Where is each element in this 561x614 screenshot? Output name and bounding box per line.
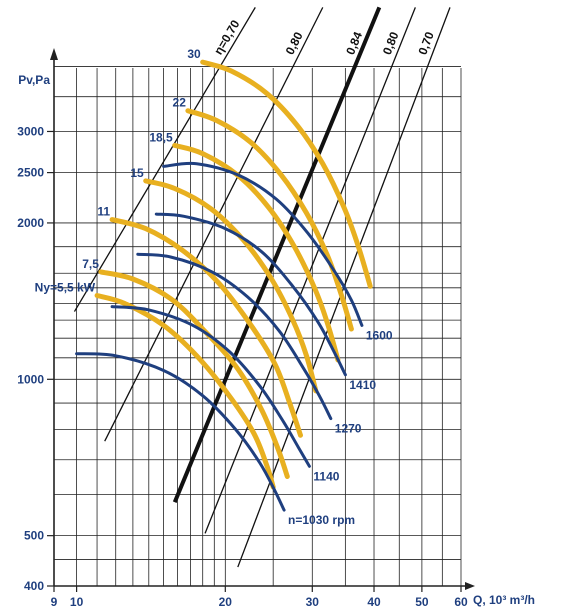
speed-curve-label: 1270 [335, 422, 362, 436]
y-tick-label: 1000 [17, 372, 44, 386]
power-curves [94, 59, 373, 490]
speed-curve-label: 1140 [313, 469, 339, 483]
power-curve-label: 22 [173, 96, 187, 110]
power-curve-label: 11 [97, 205, 110, 219]
speed-curve [110, 305, 311, 468]
power-curve-label: 18,5 [149, 130, 173, 144]
y-axis-title: Pv,Pa [18, 73, 50, 87]
efficiency-line [172, 6, 382, 503]
grid [53, 66, 462, 587]
y-axis-arrow [50, 48, 58, 60]
x-tick-label: 40 [367, 595, 381, 609]
y-tick-label: 2500 [17, 166, 44, 180]
power-curve-label: 15 [130, 166, 144, 180]
efficiency-line [204, 7, 416, 534]
speed-curve-label: 1410 [349, 378, 376, 392]
power-curve-label: 30 [187, 47, 201, 61]
x-tick-label: 60 [454, 595, 468, 609]
x-tick-label: 30 [306, 595, 320, 609]
efficiency-label: 0,80 [380, 29, 402, 56]
efficiency-label: 0,70 [415, 30, 436, 57]
power-curve-label: Ny=5,5 kW [35, 280, 96, 294]
y-tick-label: 400 [24, 579, 44, 593]
power-curve [185, 108, 354, 332]
power-curve [143, 178, 319, 394]
speed-curves [75, 161, 364, 512]
x-tick-label: 50 [415, 595, 429, 609]
x-axis-title: Q, 10³ m³/h [473, 593, 535, 607]
axes: 400 500 1000 2000 2500 3000 9 10 20 30 40 50 60 Pv,Pa… [17, 48, 535, 609]
speed-curve-label: n=1030 rpm [288, 513, 355, 527]
x-tick-label: 10 [70, 595, 84, 609]
power-curve-label: 7,5 [82, 257, 99, 271]
speed-curve [136, 252, 333, 421]
speed-curve [162, 161, 364, 327]
power-curve [98, 269, 290, 479]
y-tick-label: 2000 [17, 216, 44, 230]
speed-curve [154, 212, 347, 377]
power-curve [172, 142, 341, 363]
x-axis-arrow [465, 582, 475, 590]
y-tick-label: 3000 [17, 124, 44, 138]
power-curve [109, 217, 303, 438]
speed-curve [75, 352, 286, 512]
speed-curve-label: 1600 [366, 328, 393, 342]
efficiency-label: 0,80 [283, 29, 306, 56]
x-tick-label: 9 [51, 595, 58, 609]
x-tick-label: 20 [219, 595, 233, 609]
power-curve [200, 59, 373, 289]
y-tick-label: 500 [24, 529, 44, 543]
efficiency-line [73, 7, 256, 312]
power-curve [94, 293, 276, 490]
